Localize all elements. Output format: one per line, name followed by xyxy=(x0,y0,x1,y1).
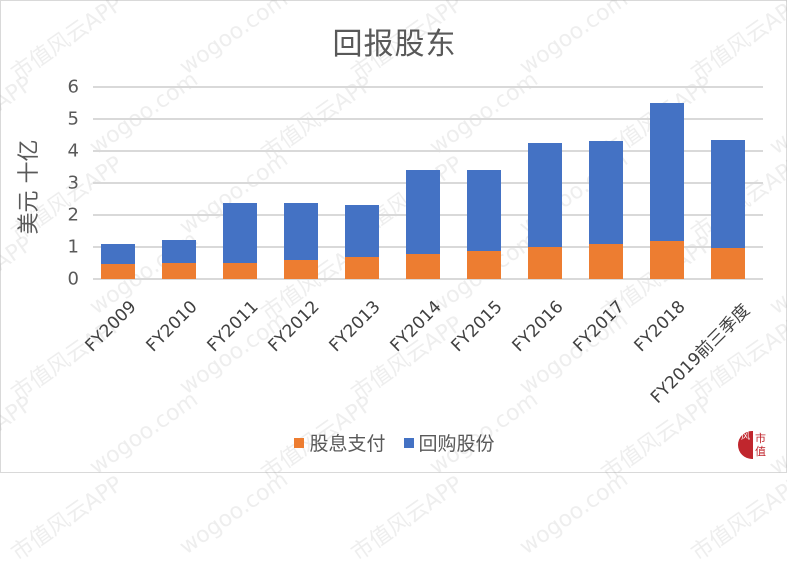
bar-segment-dividend xyxy=(162,263,197,279)
legend-swatch-blue-icon xyxy=(403,437,414,448)
bar-segment-buyback xyxy=(710,139,745,248)
y-tick-label: 6 xyxy=(67,76,79,98)
gridline xyxy=(93,278,763,280)
legend: 股息支付 回购股份 xyxy=(1,429,787,456)
y-tick-label: 0 xyxy=(67,268,79,290)
bar-FY2013 xyxy=(345,204,380,279)
bar-FY2015 xyxy=(466,170,501,279)
x-tick-label: FY2017 xyxy=(569,297,629,356)
x-tick-label: FY2011 xyxy=(203,297,263,356)
bar-FY2016 xyxy=(527,143,562,279)
legend-item-buybacks: 回购股份 xyxy=(403,429,495,456)
plot-area: 0 1 2 3 4 5 6 xyxy=(68,77,763,290)
bar-FY2017 xyxy=(588,141,623,279)
bar-segment-dividend xyxy=(406,254,440,279)
bar-segment-dividend xyxy=(345,256,380,279)
watermark-text: 市值风云APP xyxy=(94,0,219,7)
watermark-text: 市值风云APP xyxy=(346,471,468,567)
watermark-text: 市值风云APP xyxy=(434,0,559,7)
bar-FY2018 xyxy=(649,103,684,279)
bar-FY2011 xyxy=(223,202,258,279)
bar-FY2012 xyxy=(284,202,319,279)
bar-FY2010 xyxy=(162,239,197,279)
legend-label: 回购股份 xyxy=(418,433,495,455)
bar-segment-buyback xyxy=(406,170,440,255)
watermark-text: wogoo.com xyxy=(765,67,787,160)
bar-segment-dividend xyxy=(710,247,745,279)
gridline xyxy=(93,150,763,152)
watermark-text: 市值风云APP xyxy=(774,0,787,7)
watermark-text: 市值风云APP xyxy=(0,231,38,327)
x-tick-label: FY2013 xyxy=(325,297,385,356)
x-tick-label: FY2014 xyxy=(386,297,446,356)
y-axis-label: 美元 十亿 xyxy=(17,139,42,235)
x-tick-label: FY2010 xyxy=(142,297,202,356)
bar-segment-buyback xyxy=(284,202,319,260)
bar-segment-buyback xyxy=(162,239,197,263)
bar-FY2009 xyxy=(101,243,136,279)
bar-segment-buyback xyxy=(527,143,562,247)
x-tick-label: FY2018 xyxy=(630,297,690,356)
bar-segment-dividend xyxy=(466,250,501,279)
x-tick-label: FY2012 xyxy=(264,297,324,356)
bar-segment-dividend xyxy=(101,263,136,279)
logo-icon: 风 xyxy=(738,431,753,459)
x-tick-label: FY2009 xyxy=(82,297,142,356)
bar-segment-dividend xyxy=(649,240,684,279)
x-tick-label: FY2016 xyxy=(508,297,568,356)
watermark-text: 市值风云APP xyxy=(686,471,787,567)
y-tick-label: 5 xyxy=(67,108,79,130)
bar-segment-buyback xyxy=(649,103,684,241)
logo-text: 市 值 xyxy=(755,432,766,458)
y-tick-label: 1 xyxy=(67,236,79,258)
gridline xyxy=(93,86,763,88)
chart-title: 回报股东 xyxy=(332,27,457,62)
watermark-text: 市值风云APP xyxy=(6,471,128,567)
bar-FY2014 xyxy=(406,170,440,279)
brand-logo: 风 市 值 xyxy=(738,430,772,460)
watermark-text: wogoo.com xyxy=(765,227,787,320)
bar-segment-buyback xyxy=(101,243,136,264)
bar-segment-dividend xyxy=(588,243,623,279)
bar-segment-buyback xyxy=(466,170,501,251)
bar-segment-dividend xyxy=(527,247,562,279)
y-tick-label: 2 xyxy=(67,204,79,226)
legend-item-dividends: 股息支付 xyxy=(294,429,385,456)
x-tick-label: FY2015 xyxy=(447,297,507,356)
bar-FY2019前三季度 xyxy=(710,139,745,279)
y-tick-label: 3 xyxy=(67,172,79,194)
bar-segment-dividend xyxy=(223,263,258,279)
legend-label: 股息支付 xyxy=(309,433,386,455)
watermark-text: wogoo.com xyxy=(515,467,633,560)
legend-swatch-orange-icon xyxy=(294,437,305,448)
watermark-text: wogoo.com xyxy=(175,467,293,560)
y-tick-label: 4 xyxy=(67,140,79,162)
bar-segment-dividend xyxy=(284,259,319,279)
bar-segment-buyback xyxy=(223,202,258,263)
bar-segment-buyback xyxy=(588,141,623,244)
bar-segment-buyback xyxy=(345,204,380,257)
gridline xyxy=(93,118,763,120)
